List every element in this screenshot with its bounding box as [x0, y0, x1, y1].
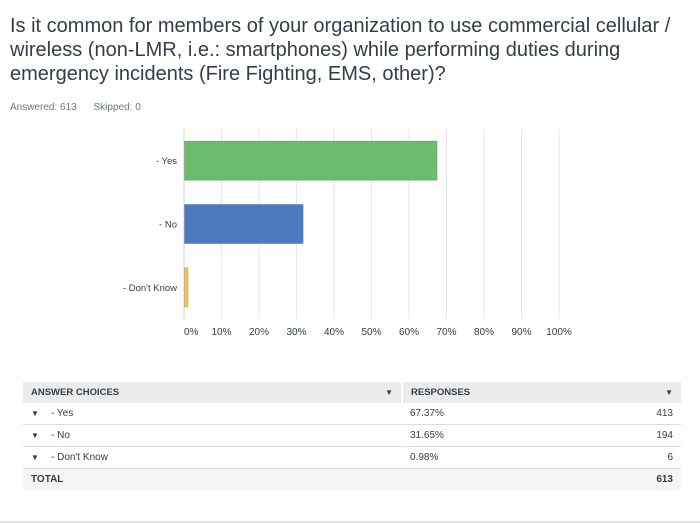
row-count: 194 — [568, 424, 681, 447]
x-tick-label: 100% — [546, 327, 572, 338]
row-count: 6 — [568, 446, 681, 469]
bar-chart: 0% 10% 20% 30% 40% 50% 60% 70% 80% 90% 100% - Yes - … — [123, 129, 572, 338]
table-row: ▼ - No 31.65% 194 — [23, 424, 681, 447]
divider — [0, 521, 700, 523]
answered-count: Answered: 613 — [10, 102, 77, 113]
question-title: Is it common for members of your organiz… — [10, 15, 671, 85]
answer-choices-header[interactable]: ANSWER CHOICES ▼ — [23, 382, 403, 403]
sort-caret-icon[interactable]: ▼ — [665, 388, 673, 397]
x-tick-label: 0% — [184, 327, 199, 338]
category-label: - Don't Know — [123, 283, 177, 294]
category-label: - Yes — [156, 156, 177, 167]
x-tick-label: 30% — [286, 327, 306, 338]
row-percent: 31.65% — [402, 424, 568, 447]
x-tick-label: 50% — [361, 327, 381, 338]
x-tick-label: 10% — [211, 327, 231, 338]
row-caret-icon[interactable]: ▼ — [31, 409, 39, 418]
category-label: - No — [159, 220, 177, 231]
row-percent: 67.37% — [402, 403, 568, 425]
row-caret-icon[interactable]: ▼ — [31, 431, 39, 440]
row-caret-icon[interactable]: ▼ — [31, 453, 39, 462]
sort-caret-icon[interactable]: ▼ — [385, 388, 393, 397]
answer-choices-header-label: ANSWER CHOICES — [31, 387, 120, 398]
skipped-count: Skipped: 0 — [93, 102, 141, 113]
x-tick-label: 70% — [436, 327, 456, 338]
x-tick-label: 40% — [324, 327, 344, 338]
bar — [184, 140, 438, 181]
x-tick-label: 80% — [474, 327, 494, 338]
responses-header[interactable]: RESPONSES ▼ — [402, 382, 681, 403]
row-choice: - Don't Know — [51, 452, 108, 463]
row-count: 413 — [568, 403, 681, 425]
responses-header-label: RESPONSES — [411, 387, 471, 398]
table-row: ▼ - Don't Know 0.98% 6 — [23, 446, 681, 469]
table-row: ▼ - Yes 67.37% 413 — [23, 403, 681, 425]
results-table: ANSWER CHOICES ▼ RESPONSES ▼ ▼ - Yes 67.3… — [23, 382, 681, 490]
response-stats: Answered: 613 Skipped: 0 — [10, 102, 155, 113]
total-count: 613 — [568, 468, 681, 490]
total-row: TOTAL 613 — [23, 468, 681, 490]
row-choice: - No — [51, 430, 70, 441]
bar — [184, 267, 189, 308]
x-tick-label: 20% — [249, 327, 269, 338]
row-choice: - Yes — [51, 408, 74, 419]
bar — [184, 203, 304, 245]
row-percent: 0.98% — [402, 446, 568, 469]
x-tick-label: 60% — [399, 327, 419, 338]
total-label: TOTAL — [23, 468, 402, 490]
x-tick-label: 90% — [511, 327, 531, 338]
